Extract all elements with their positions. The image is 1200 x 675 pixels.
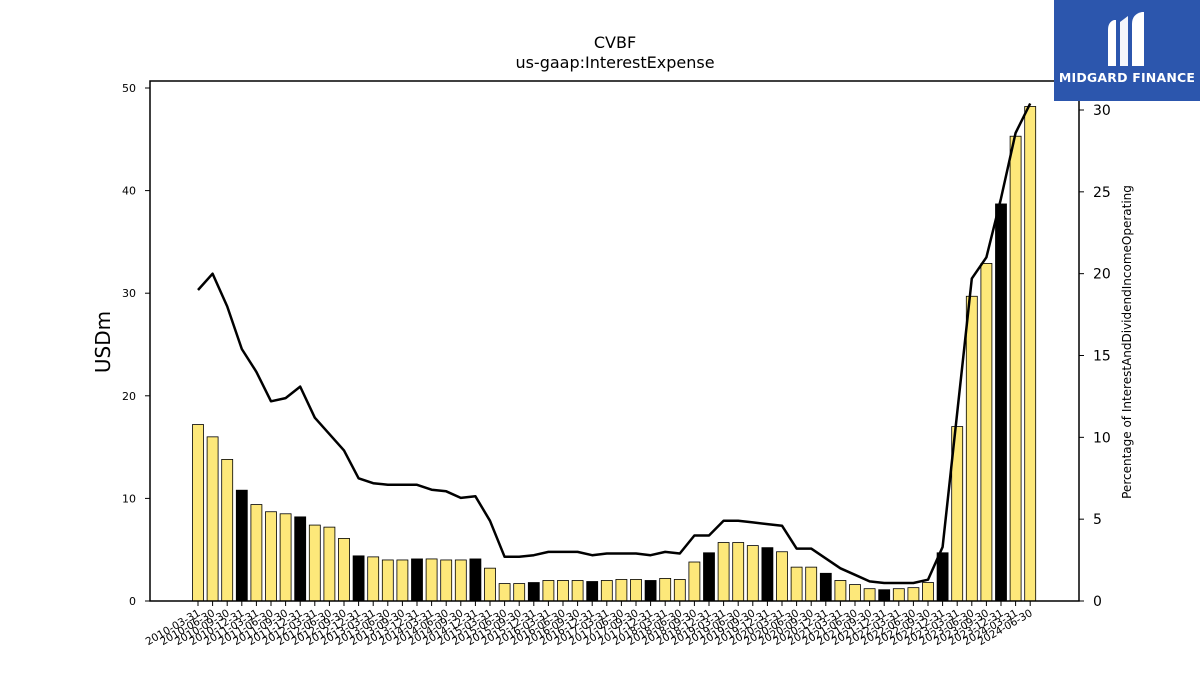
y2-tick-label: 15 — [1093, 349, 1111, 365]
y-tick-label: 40 — [122, 185, 136, 198]
bar — [221, 459, 234, 602]
bar — [776, 551, 788, 602]
bar — [673, 579, 686, 602]
y2-tick-label: 30 — [1093, 103, 1111, 119]
bar — [192, 424, 204, 602]
bar — [454, 559, 467, 602]
bar — [352, 555, 365, 602]
bar — [892, 588, 905, 602]
bar — [995, 203, 1007, 602]
y2-axis-label: Percentage of InterestAndDividendIncomeO… — [1120, 185, 1134, 499]
bar — [878, 589, 891, 602]
chart-subtitle: us-gaap:InterestExpense — [515, 53, 714, 72]
bar — [600, 580, 613, 602]
bar — [586, 581, 599, 602]
bar — [965, 295, 978, 602]
bar — [235, 489, 248, 602]
bar — [1009, 135, 1022, 602]
bar — [527, 582, 540, 602]
bar — [498, 583, 511, 602]
bar — [338, 538, 350, 602]
bar — [980, 263, 993, 602]
bar — [1024, 106, 1037, 602]
logo-text: MIDGARD FINANCE — [1058, 70, 1196, 85]
bar — [542, 580, 555, 602]
y-tick-label: 30 — [122, 287, 136, 300]
bar — [250, 504, 263, 602]
brand-logo: MIDGARD FINANCE — [1054, 0, 1200, 101]
bar — [761, 547, 774, 602]
bar — [425, 558, 438, 602]
bar — [834, 580, 847, 602]
bar — [659, 578, 672, 602]
bar — [644, 580, 657, 602]
bar — [294, 516, 307, 602]
bar — [323, 526, 336, 602]
bar — [863, 588, 876, 602]
bar — [936, 552, 949, 602]
y2-tick-label: 5 — [1093, 512, 1102, 528]
bar — [630, 579, 642, 602]
y2-tick-label: 10 — [1093, 430, 1111, 446]
bar — [819, 572, 832, 602]
bar — [513, 583, 526, 602]
bar — [308, 524, 321, 602]
y2-tick-label: 25 — [1093, 185, 1111, 201]
y2-tick-label: 0 — [1093, 594, 1102, 610]
bar — [907, 587, 920, 602]
bar — [732, 542, 745, 602]
bar — [381, 559, 394, 602]
bar — [367, 556, 380, 602]
plot-frame — [149, 80, 1080, 602]
y-tick-label: 0 — [129, 595, 136, 608]
bar — [805, 566, 818, 602]
y-tick-label: 10 — [122, 492, 136, 505]
bar — [440, 559, 453, 602]
bar — [688, 561, 701, 602]
bar — [484, 567, 496, 602]
logo-mark-icon — [1108, 12, 1144, 66]
bar — [615, 579, 628, 602]
bar — [849, 584, 861, 602]
bar — [703, 552, 715, 602]
y2-tick-label: 20 — [1093, 267, 1111, 283]
bar — [790, 566, 803, 602]
bar — [717, 542, 730, 602]
bar — [279, 513, 292, 602]
line-series — [197, 102, 1032, 585]
bar — [557, 580, 569, 602]
bar — [206, 436, 219, 602]
bar — [571, 580, 584, 602]
y-tick-label: 50 — [122, 82, 136, 95]
bar — [469, 558, 482, 602]
y-axis-label: USDm — [91, 311, 115, 373]
bar — [411, 558, 423, 602]
bar — [265, 511, 277, 602]
y-tick-label: 20 — [122, 390, 136, 403]
bar — [922, 582, 934, 602]
bar — [396, 559, 409, 602]
bar — [746, 545, 759, 602]
chart-title: CVBF — [594, 33, 636, 52]
